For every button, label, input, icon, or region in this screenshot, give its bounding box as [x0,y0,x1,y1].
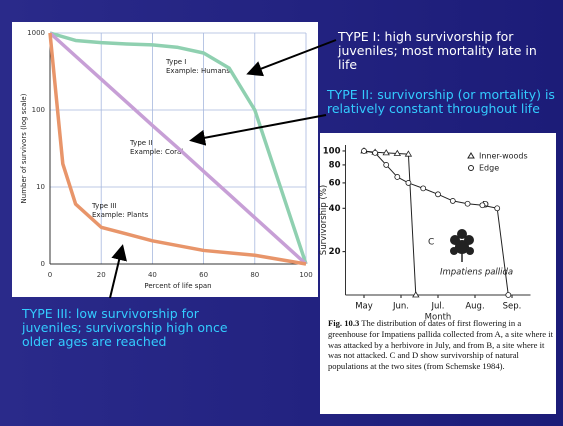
point [384,162,389,167]
x-tick-label: 60 [199,271,208,279]
annotation: Example: Humans [166,67,230,75]
x-tick-label: Jul. [431,302,445,312]
y-tick-label: 20 [329,247,341,257]
x-tick-label: Aug. [465,302,484,312]
y-tick-label: 0 [41,260,45,268]
legend-label: Edge [479,164,499,173]
annotation: C [428,238,434,248]
point [465,201,470,206]
x-tick-label: May [355,302,373,312]
point [406,180,411,185]
annotation: Type II [129,139,152,147]
y-tick-label: 1000 [27,29,45,37]
legend-label: Inner-woods [479,152,528,161]
y-tick-label: 80 [329,160,341,170]
x-tick-label: 80 [250,271,259,279]
type-iii-note: TYPE III: low survivorship for juveniles… [22,307,262,349]
y-tick-label: 40 [329,204,341,214]
x-axis-label: Percent of life span [144,282,211,290]
x-tick-label: Jun. [392,302,409,312]
point [495,206,500,211]
annotation: Example: Plants [92,211,149,219]
x-tick-label: 100 [299,271,312,279]
x-tick-label: Sep. [503,302,522,312]
point [480,203,485,208]
x-tick-label: 20 [97,271,106,279]
type-i-note: TYPE I: high survivorship for juveniles;… [338,30,556,72]
annotation: Type III [91,202,117,210]
type-ii-note: TYPE II: survivorship (or mortality) is … [327,88,557,116]
point [436,192,441,197]
caption-text: The distribution of dates of first flowe… [328,318,553,371]
annotation: Type I [165,58,186,66]
annotation: Example: Coral [130,148,183,156]
point [395,174,400,179]
point [362,148,367,153]
caption-label: Fig. 10.3 [328,318,359,328]
slide: 0 10 100 1000 0 20 40 60 80 100 Percent of life sp… [0,0,563,426]
point [506,293,511,298]
annotation: Impatiens pallida [440,268,513,278]
point [421,186,426,191]
y-axis-label: Survivorship (%) [319,185,329,255]
x-tick-label: 0 [48,271,52,279]
x-tick-label: 40 [148,271,157,279]
y-tick-label: 100 [323,146,341,156]
figure-caption: Fig. 10.3 The distribution of dates of f… [328,318,554,372]
y-tick-label: 10 [36,183,45,191]
legend-marker [469,166,474,171]
y-axis-label: Number of survivors (log scale) [20,93,28,203]
point [373,150,378,155]
point [450,198,455,203]
y-tick-label: 100 [32,106,45,114]
y-tick-label: 60 [329,178,341,188]
